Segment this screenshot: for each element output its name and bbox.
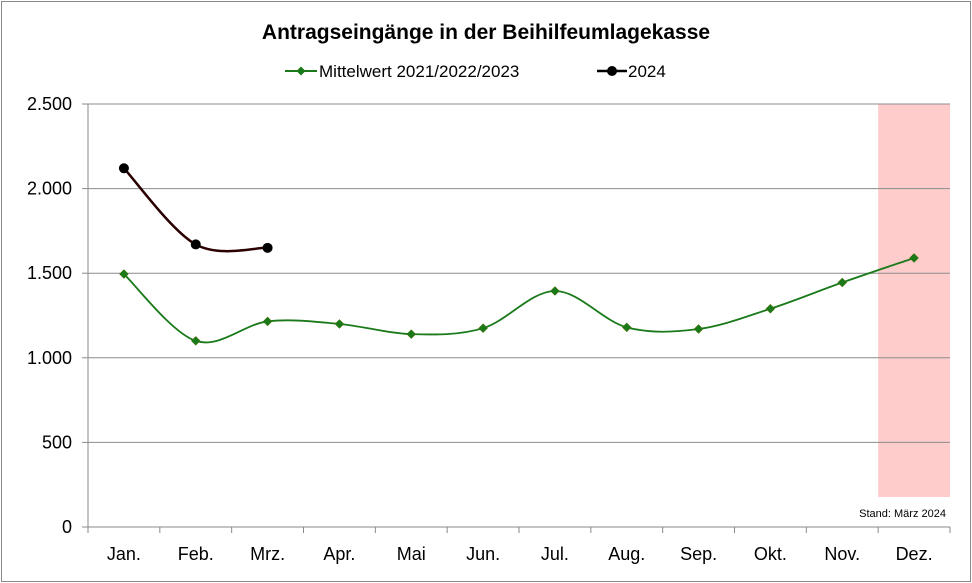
data-point-diamond bbox=[478, 323, 488, 334]
axes: 0 500 1.000 1.500 2.000 2.500 Jan. Feb. Mrz. Apr.… bbox=[27, 94, 951, 564]
data-point-diamond bbox=[406, 329, 417, 339]
y-tick-label: 0 bbox=[62, 517, 72, 537]
highlight-bands bbox=[878, 104, 950, 497]
data-point-circle bbox=[190, 239, 201, 250]
legend-marker-diamond bbox=[296, 66, 306, 76]
y-tick-label: 500 bbox=[42, 432, 72, 452]
series-line-0 bbox=[123, 257, 915, 344]
legend-marker-circle bbox=[607, 66, 617, 76]
legend-label-mittelwert: Mittelwert 2021/2022/2023 bbox=[319, 62, 519, 81]
x-tick-label: Dez. bbox=[896, 544, 933, 564]
y-tick-label: 1.000 bbox=[27, 348, 72, 368]
stand-annotation: Stand: März 2024 bbox=[859, 508, 946, 520]
x-tick-label: Mai bbox=[397, 544, 426, 564]
data-point-diamond bbox=[909, 253, 919, 263]
data-point-diamond bbox=[693, 324, 704, 334]
x-tick-label: Mrz. bbox=[250, 544, 285, 564]
x-tick-label: Feb. bbox=[178, 544, 214, 564]
y-tick-label: 1.500 bbox=[27, 263, 72, 283]
data-point-diamond bbox=[262, 316, 273, 327]
y-tick-label: 2.000 bbox=[27, 179, 72, 199]
x-tick-label: Nov. bbox=[824, 544, 860, 564]
y-tick-label: 2.500 bbox=[27, 94, 72, 114]
legend: Mittelwert 2021/2022/2023 2024 bbox=[285, 62, 666, 81]
data-point-diamond bbox=[765, 303, 776, 314]
highlight-band-11 bbox=[878, 104, 950, 497]
data-point-diamond bbox=[334, 319, 345, 329]
data-point-diamond bbox=[837, 277, 848, 288]
legend-label-2024: 2024 bbox=[628, 62, 666, 81]
gridlines bbox=[88, 103, 950, 528]
data-point-diamond bbox=[550, 286, 560, 296]
series-layer bbox=[118, 163, 919, 346]
x-tick-label: Apr. bbox=[323, 544, 355, 564]
x-tick-label: Sep. bbox=[680, 544, 717, 564]
data-point-circle bbox=[118, 163, 129, 174]
data-point-diamond bbox=[621, 322, 632, 333]
x-tick-label: Jan. bbox=[107, 544, 141, 564]
data-point-circle bbox=[262, 242, 273, 253]
x-tick-label: Jul. bbox=[541, 544, 569, 564]
data-point-diamond bbox=[190, 336, 201, 346]
series-line-1 bbox=[123, 167, 268, 253]
chart-title: Antragseingänge in der Beihilfeumlagekas… bbox=[262, 21, 710, 44]
x-tick-label: Okt. bbox=[754, 544, 787, 564]
x-tick-label: Aug. bbox=[608, 544, 645, 564]
x-tick-label: Jun. bbox=[466, 544, 500, 564]
data-point-diamond bbox=[119, 269, 129, 279]
